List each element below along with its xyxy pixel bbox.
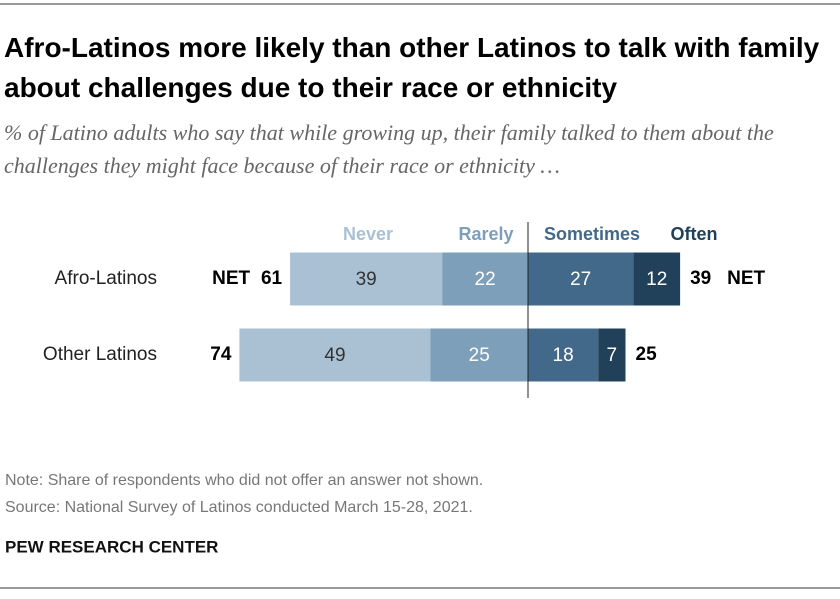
- bar-segment: [528, 328, 599, 382]
- category-label: Afro-Latinos: [55, 268, 157, 289]
- net-left: 74: [210, 344, 232, 365]
- bar-segment: [442, 252, 528, 306]
- bar-segment: [430, 328, 528, 382]
- bar-segment: [290, 252, 443, 306]
- net-right: 25: [636, 344, 658, 365]
- net-left: 61: [261, 268, 283, 289]
- value-label: 22: [475, 269, 496, 290]
- net-word: NET: [212, 268, 250, 289]
- chart-subtitle: % of Latino adults who say that while gr…: [4, 120, 774, 178]
- value-label: 49: [324, 345, 345, 366]
- legend-label: Sometimes: [544, 224, 640, 244]
- bar-segment: [528, 252, 634, 306]
- chart-title: Afro-Latinos more likely than other Lati…: [4, 32, 820, 103]
- net-right: 39: [690, 268, 711, 289]
- value-label: 12: [646, 269, 667, 290]
- bar-segment: [598, 328, 626, 382]
- value-label: 7: [607, 345, 618, 366]
- legend-label: Never: [343, 224, 393, 244]
- note: Note: Share of respondents who did not o…: [5, 472, 483, 489]
- source: Source: National Survey of Latinos condu…: [5, 499, 473, 516]
- value-label: 27: [570, 269, 591, 290]
- footer: PEW RESEARCH CENTER: [5, 537, 218, 556]
- subtitle-box: % of Latino adults who say that while gr…: [4, 120, 774, 178]
- legend-label: Often: [671, 224, 718, 244]
- title-box: Afro-Latinos more likely than other Lati…: [4, 32, 820, 103]
- legend-label: Rarely: [458, 224, 513, 244]
- category-label: Other Latinos: [43, 344, 157, 365]
- value-label: 39: [356, 269, 377, 290]
- net-word: NET: [727, 268, 765, 289]
- bar-segment: [239, 328, 431, 382]
- value-label: 18: [553, 345, 574, 366]
- value-label: 25: [469, 345, 490, 366]
- bar-segment: [633, 252, 681, 306]
